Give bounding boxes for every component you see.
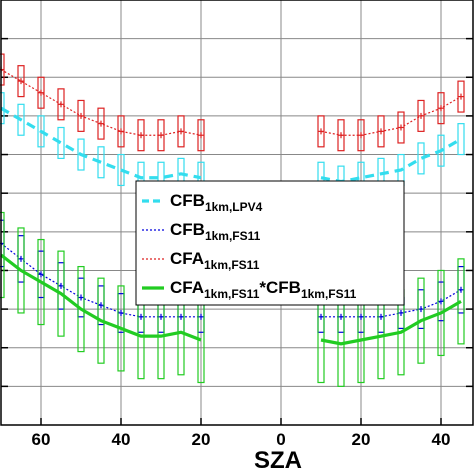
legend-label: CFA1km,FS11*CFB1km,FS11 — [170, 278, 357, 301]
legend-label: CFA1km,FS11 — [170, 249, 260, 272]
x-axis-title: SZA — [254, 447, 302, 474]
x-tick-label: 60 — [32, 430, 51, 449]
series-line — [320, 299, 462, 346]
series-1 — [0, 92, 465, 198]
series-line — [320, 137, 462, 184]
x-ticks: 60 40 20 0 20 40 — [32, 418, 451, 449]
series-line — [0, 106, 202, 180]
series-layer — [0, 53, 465, 387]
x-tick-label: 20 — [352, 430, 371, 449]
x-tick-label: 40 — [112, 430, 131, 449]
legend-label: CFB1km,LPV4 — [170, 191, 263, 214]
series-line — [0, 253, 202, 342]
x-tick-label: 20 — [192, 430, 211, 449]
series-3 — [0, 53, 465, 152]
legend-box — [135, 180, 405, 306]
x-tick-label: 0 — [276, 430, 285, 449]
legend: CFB1km,LPV4 CFB1km,FS11 CFA1km,FS11 CFA1km,… — [135, 180, 405, 306]
legend-label: CFB1km,FS11 — [170, 220, 261, 243]
plot-frame — [0, 0, 474, 426]
x-tick-label: 40 — [432, 430, 451, 449]
error-box — [457, 123, 465, 156]
